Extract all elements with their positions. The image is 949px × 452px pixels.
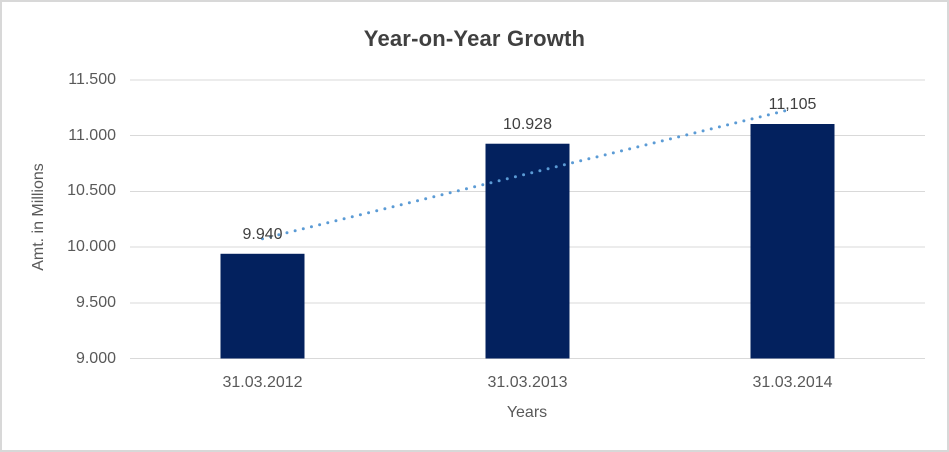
y-axis-tick-label: 11.000 xyxy=(68,126,116,144)
trendline xyxy=(261,107,794,241)
x-axis-tick-label: 31.03.2012 xyxy=(222,374,303,391)
x-axis-title: Years xyxy=(506,404,548,421)
bar-31.03.2013 xyxy=(485,143,570,359)
chart-title: Year-on-Year Growth xyxy=(363,26,586,51)
y-axis-tick-label: 10.500 xyxy=(67,182,116,200)
bar-31.03.2012 xyxy=(220,253,305,359)
data-label: 9.940 xyxy=(242,225,283,243)
x-axis-tick-label: 31.03.2013 xyxy=(487,374,568,391)
data-label: 10.928 xyxy=(503,115,552,133)
y-axis-tick-label: 9.000 xyxy=(75,349,116,367)
y-axis-tick-label: 10.000 xyxy=(67,238,116,256)
bar-31.03.2014 xyxy=(750,124,835,359)
x-axis-tick-label: 31.03.2014 xyxy=(752,374,833,391)
y-axis-tick-label: 11.500 xyxy=(68,71,116,88)
y-axis-tick-label: 9.500 xyxy=(75,293,116,311)
data-label: 11,105 xyxy=(768,96,817,113)
y-axis-title: Amt. in Millions xyxy=(30,163,47,271)
